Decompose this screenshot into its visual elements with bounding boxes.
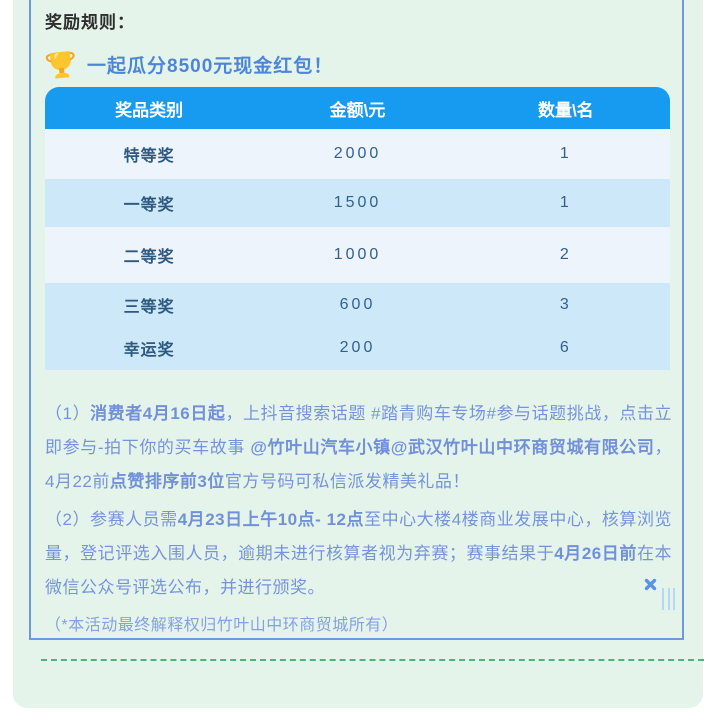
cell-amount: 2000 xyxy=(333,145,382,162)
rules-panel: 奖励规则： 一起瓜分8500元现金红包！ 奖品类别 xyxy=(29,0,684,640)
cell-amount: 1000 xyxy=(333,246,382,263)
cell-category: 一等奖 xyxy=(123,197,175,214)
prize-table: 奖品类别 金额\元 数量\名 特等奖 2000 1 一等奖 1500 1 二等奖… xyxy=(45,87,670,370)
cell-category: 特等奖 xyxy=(123,148,175,165)
table-row: 特等奖 2000 1 xyxy=(45,129,670,179)
rule-paragraph-2: （2）参赛人员需4月23日上午10点- 12点至中心大楼4楼商业发展中心，核算浏… xyxy=(45,510,672,597)
table-row: 一等奖 1500 1 xyxy=(45,179,670,227)
cell-category: 幸运奖 xyxy=(123,342,175,359)
table-row: 二等奖 1000 2 xyxy=(45,227,670,283)
article-card: 奖励规则： 一起瓜分8500元现金红包！ 奖品类别 xyxy=(13,0,704,708)
headline-text: 一起瓜分8500元现金红包！ xyxy=(87,55,334,77)
cell-amount: 200 xyxy=(339,339,376,356)
col-header-count: 数量\名 xyxy=(537,100,594,120)
cell-category: 二等奖 xyxy=(123,249,175,266)
col-header-category: 奖品类别 xyxy=(115,100,184,120)
col-header-amount: 金额\元 xyxy=(329,100,386,120)
cell-count: 3 xyxy=(559,295,572,313)
resize-handle-icon[interactable] xyxy=(662,588,675,610)
prize-table-header: 奖品类别 金额\元 数量\名 xyxy=(45,87,670,129)
cell-amount: 600 xyxy=(339,295,376,313)
section-title: 奖励规则： xyxy=(45,13,135,32)
cell-count: 1 xyxy=(559,145,572,162)
cell-amount: 1500 xyxy=(333,194,382,211)
dashed-divider xyxy=(41,659,704,661)
table-row: 三等奖 600 3 xyxy=(45,283,670,326)
close-icon[interactable] xyxy=(644,578,657,591)
cell-count: 6 xyxy=(559,339,572,356)
cell-count: 1 xyxy=(559,194,572,211)
trophy-icon xyxy=(43,46,78,81)
rule-paragraph-1: （1）消费者4月16日起，上抖音搜索话题 #踏青购车专场#参与话题挑战，点击立即… xyxy=(45,404,672,491)
table-row: 幸运奖 200 6 xyxy=(45,326,670,370)
cell-count: 2 xyxy=(559,246,572,263)
cell-category: 三等奖 xyxy=(123,298,175,316)
headline-row: 一起瓜分8500元现金红包！ xyxy=(45,48,670,80)
disclaimer-text: （*本活动最终解释权归竹叶山中环商贸城所有） xyxy=(45,617,399,634)
